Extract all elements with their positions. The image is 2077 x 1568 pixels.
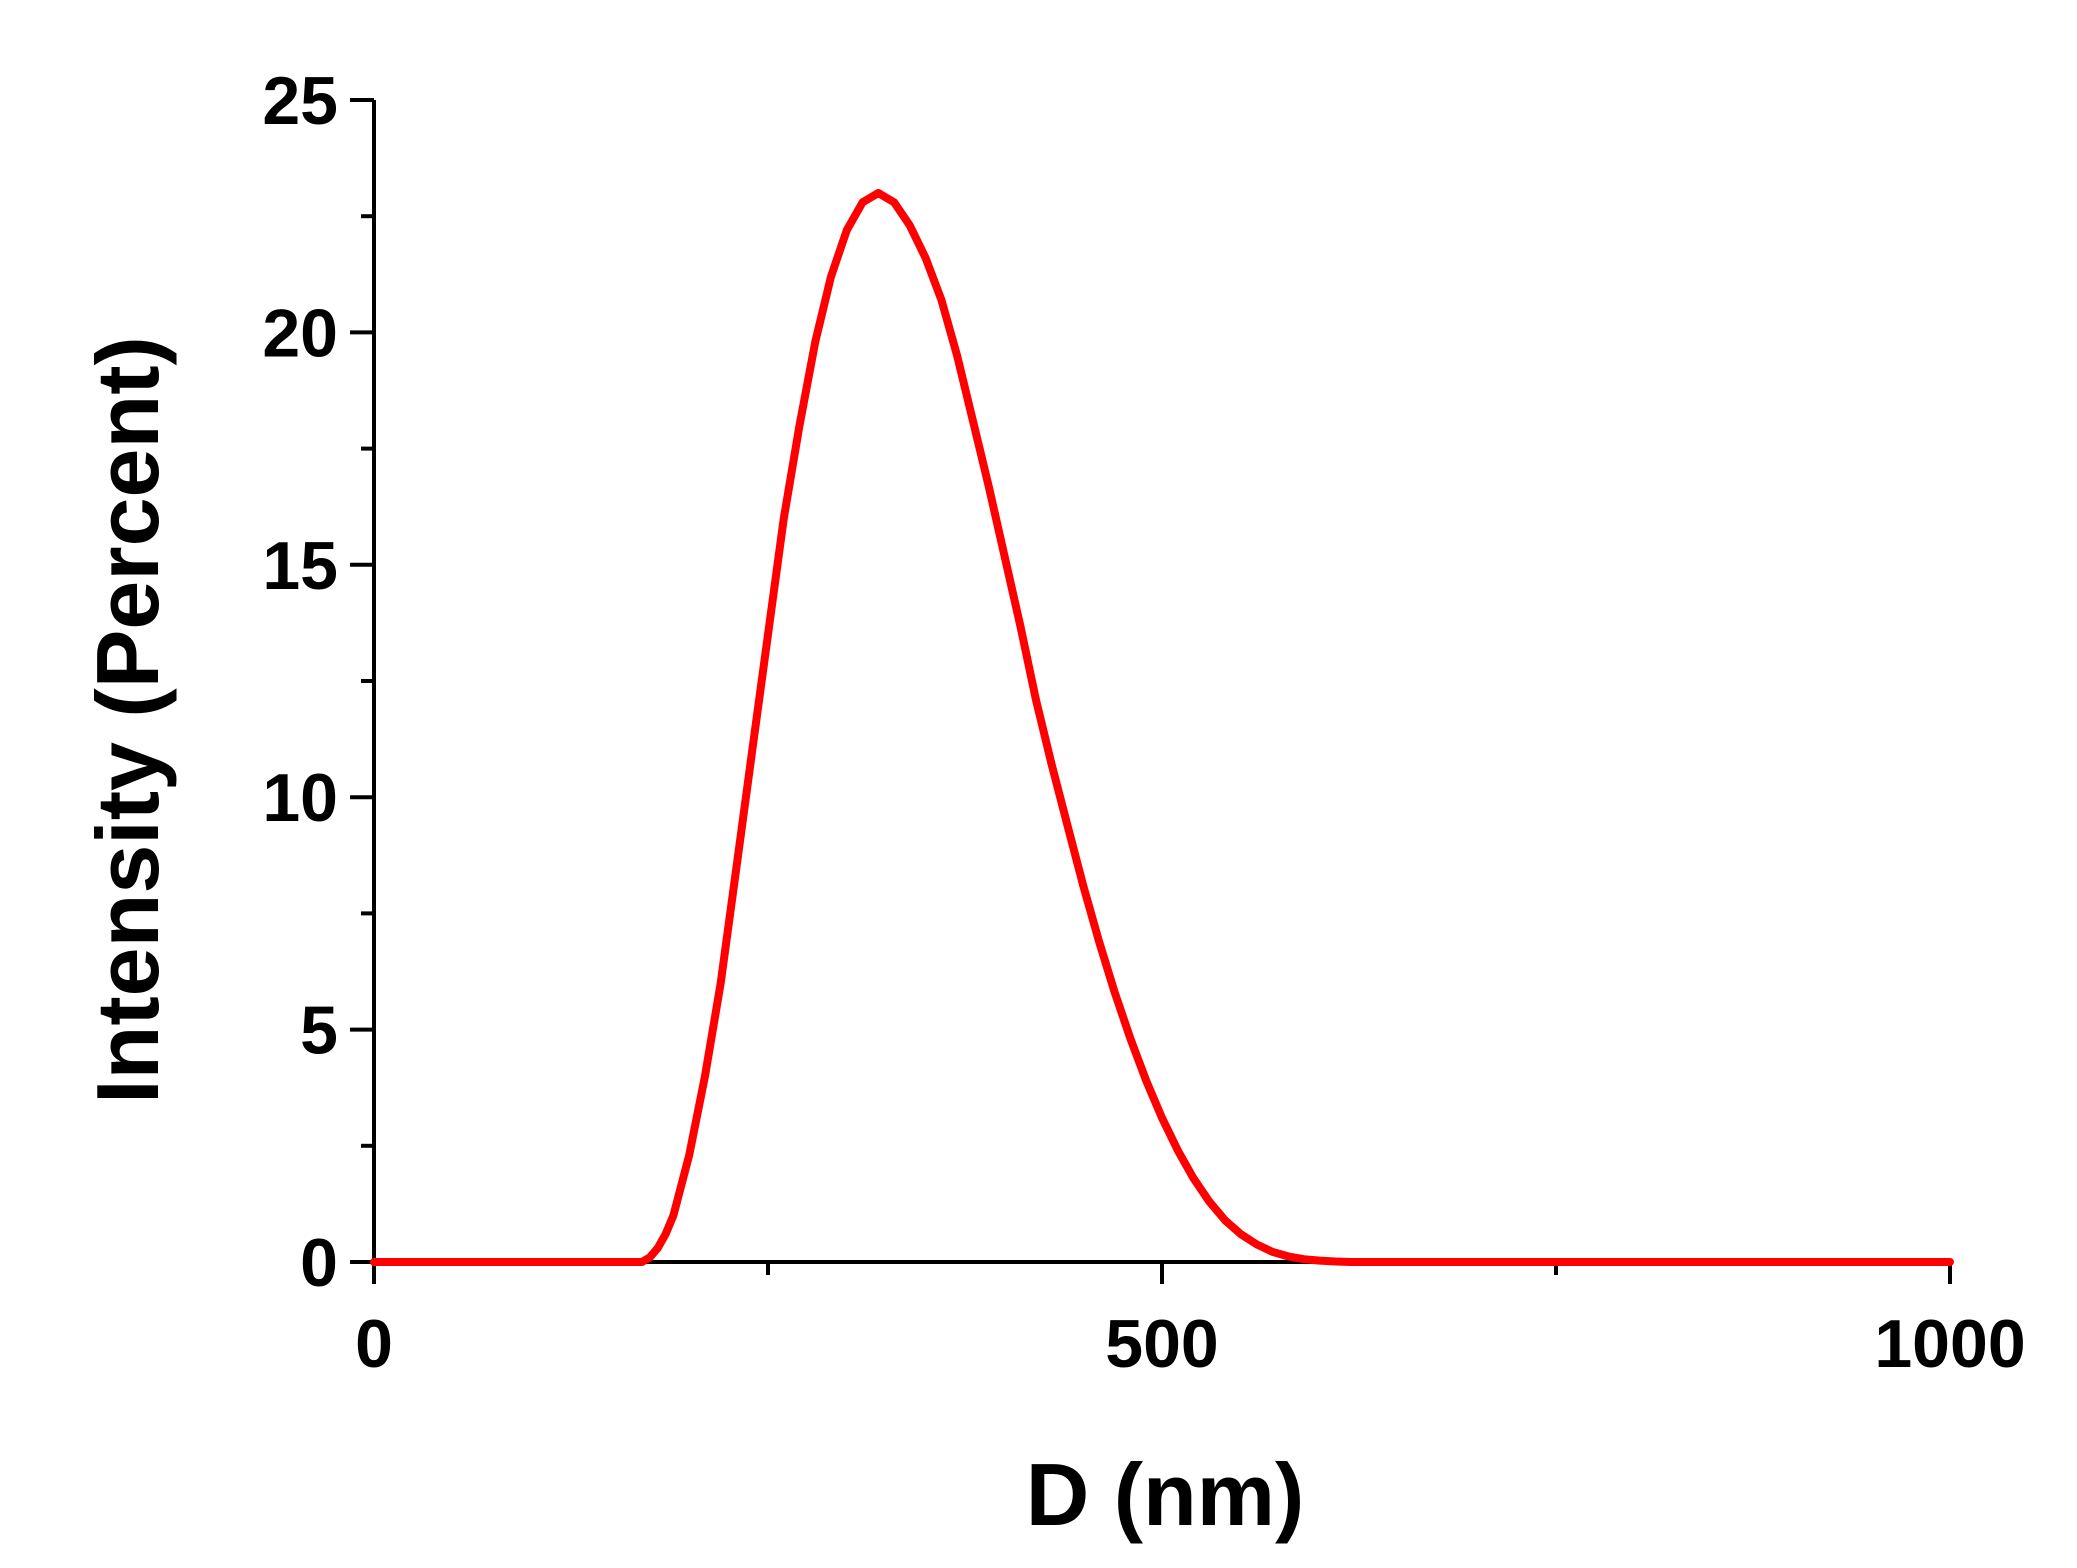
x-axis-title: D (nm)	[1026, 1445, 1305, 1544]
series	[370, 189, 1954, 1266]
y-tick-label: 20	[262, 295, 338, 371]
y-tick-label: 5	[300, 993, 338, 1069]
y-tick-label: 0	[300, 1225, 338, 1301]
y-tick-label: 10	[262, 760, 338, 836]
y-tick-label: 15	[262, 528, 338, 604]
y-axis-title: Intensity (Percent)	[78, 336, 177, 1104]
tick-labels: 0 500 1000 0 5 10 15 20 25	[262, 63, 2025, 1382]
series-line-1	[370, 189, 1954, 1266]
x-tick-label: 0	[355, 1306, 393, 1382]
ticks	[350, 98, 1952, 1284]
axes	[372, 100, 1950, 1264]
x-tick-label: 1000	[1874, 1306, 2025, 1382]
x-tick-label: 500	[1105, 1306, 1218, 1382]
y-tick-label: 25	[262, 63, 338, 139]
